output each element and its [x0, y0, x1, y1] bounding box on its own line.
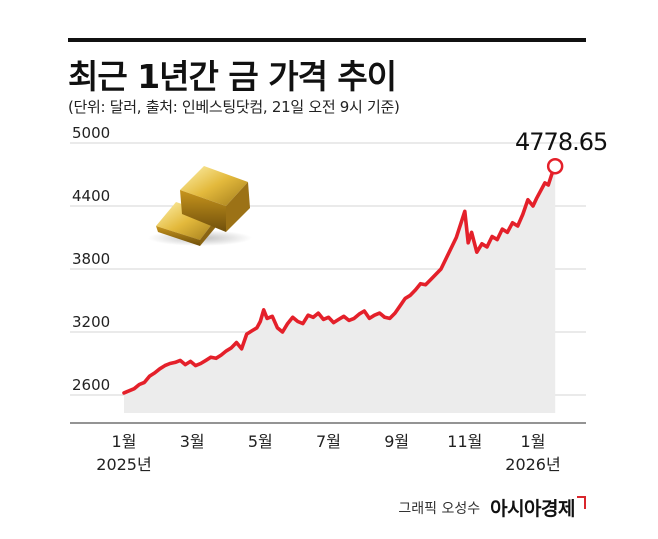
- chart-subtitle: (단위: 달러, 출처: 인베스팅닷컴, 21일 오전 9시 기준): [68, 98, 400, 116]
- chart-title: 최근 1년간 금 가격 추이: [68, 57, 397, 96]
- brand-logo: 아시아경제: [490, 494, 586, 521]
- y-tick-label: 3800: [72, 250, 110, 268]
- price-line: [122, 164, 557, 395]
- x-tick-label: 1월: [521, 432, 546, 451]
- x-tick-label: 11월: [447, 432, 482, 451]
- title-rule: [68, 38, 586, 42]
- x-tick-labels: 1월 2025년 3월 5월 7월 9월 11월 1월 2026년: [96, 432, 560, 474]
- y-tick-label: 4400: [72, 187, 110, 205]
- x-tick-year-label: 2025년: [96, 455, 151, 474]
- y-tick-label: 2600: [72, 376, 110, 394]
- x-tick-label: 7월: [316, 432, 341, 451]
- gold-bars-illustration: [148, 166, 252, 246]
- y-tick-label: 3200: [72, 313, 110, 331]
- brand-mark-icon: [577, 496, 586, 509]
- x-tick-year-label: 2026년: [505, 455, 560, 474]
- x-tick-label: 1월: [112, 432, 137, 451]
- credit: 그래픽 오성수 아시아경제: [398, 494, 586, 521]
- x-tick-label: 5월: [248, 432, 273, 451]
- x-tick-label: 9월: [384, 432, 409, 451]
- y-tick-label: 5000: [72, 124, 110, 142]
- y-tick-labels: 5000 4400 3800 3200 2600: [72, 124, 110, 394]
- price-area: [124, 166, 556, 413]
- brand-name: 아시아경제: [490, 498, 575, 520]
- credit-text: 그래픽 오성수: [398, 500, 481, 517]
- x-tick-label: 3월: [180, 432, 205, 451]
- last-value-marker: [546, 157, 564, 175]
- last-value-label: 4778.65: [515, 128, 607, 156]
